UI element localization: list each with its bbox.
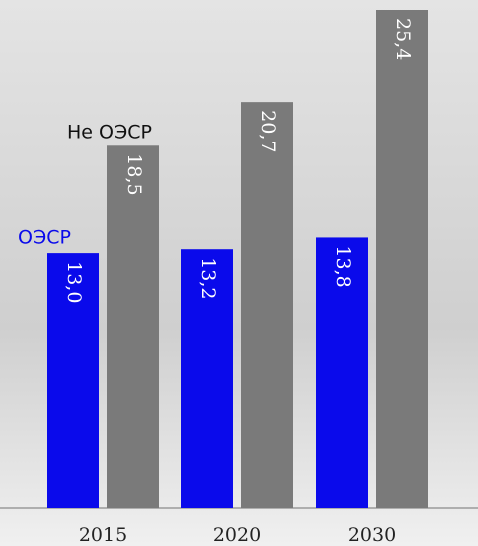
- value-label: 25,4: [392, 18, 414, 60]
- legend-label: Не ОЭСР: [67, 122, 152, 144]
- value-label: 13,2: [197, 257, 219, 299]
- bar: [107, 145, 159, 509]
- bar: [376, 10, 428, 508]
- value-label: 20,7: [257, 110, 279, 152]
- bar: [47, 253, 99, 508]
- bar: [181, 249, 233, 509]
- x-tick-label: 2020: [213, 524, 261, 546]
- bar: [241, 102, 293, 509]
- x-tick-label: 2015: [79, 524, 127, 546]
- bar: [316, 237, 368, 508]
- value-label: 13,0: [63, 261, 85, 303]
- value-label: 18,5: [123, 153, 145, 195]
- legend-label: ОЭСР: [18, 227, 71, 249]
- x-tick-label: 2030: [348, 524, 396, 546]
- value-label: 13,8: [332, 245, 354, 287]
